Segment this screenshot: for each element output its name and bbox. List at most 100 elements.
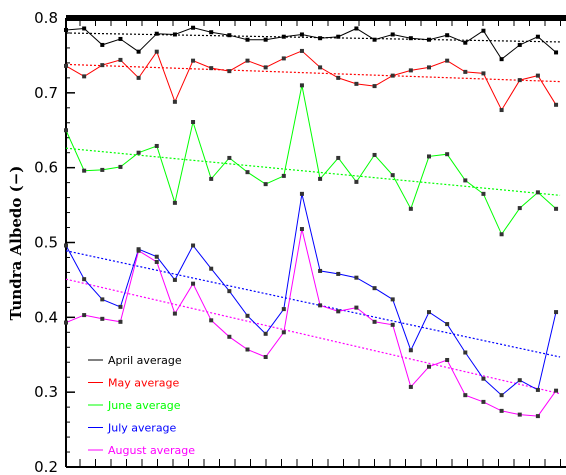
data-point <box>281 34 286 39</box>
data-point <box>172 311 177 316</box>
data-point <box>281 307 286 312</box>
data-point <box>517 412 522 417</box>
data-point <box>554 206 559 211</box>
data-point <box>281 330 286 335</box>
data-point <box>336 34 341 39</box>
data-point <box>245 313 250 318</box>
data-point <box>390 73 395 78</box>
y-tick-label: 0.4 <box>34 308 58 326</box>
data-point <box>118 36 123 41</box>
data-point <box>445 58 450 63</box>
data-point <box>245 37 250 42</box>
data-point <box>191 281 196 286</box>
data-point <box>263 65 268 70</box>
data-point <box>64 243 68 248</box>
data-point <box>535 190 540 195</box>
legend: April average May average June average July… <box>88 354 195 457</box>
data-point <box>82 313 87 318</box>
data-point <box>100 297 105 302</box>
data-point <box>209 176 214 181</box>
data-point <box>299 32 304 37</box>
data-point <box>281 173 286 178</box>
trend-line <box>65 147 561 196</box>
data-point <box>517 42 522 47</box>
data-point <box>445 152 450 157</box>
series-line <box>65 228 557 417</box>
data-point <box>336 271 341 276</box>
data-point <box>481 399 486 404</box>
data-point <box>427 37 431 42</box>
data-point <box>227 69 232 74</box>
data-point <box>445 33 450 38</box>
data-point <box>299 83 304 88</box>
legend-entry: April average <box>108 354 182 367</box>
data-point <box>245 170 250 175</box>
data-point <box>281 56 286 61</box>
data-point <box>100 63 105 68</box>
series-line <box>65 85 557 236</box>
data-point <box>354 26 359 31</box>
data-point <box>463 69 468 74</box>
data-point <box>82 74 87 79</box>
data-point <box>118 304 123 309</box>
data-point <box>318 303 323 308</box>
data-point <box>245 347 250 352</box>
data-point <box>499 57 504 62</box>
data-point <box>318 268 323 273</box>
data-point <box>100 167 105 172</box>
data-point <box>227 334 232 339</box>
series-line <box>65 27 557 60</box>
data-point <box>263 182 268 187</box>
data-point <box>354 305 359 310</box>
y-axis-label: Tundra Albedo (−) <box>7 166 25 321</box>
data-point <box>336 309 341 314</box>
data-point <box>463 178 468 183</box>
y-tick-label: 0.3 <box>34 383 58 401</box>
data-point <box>136 75 141 80</box>
data-point <box>554 310 559 315</box>
y-tick-label: 0.8 <box>34 9 58 27</box>
data-point <box>191 25 196 30</box>
data-point <box>299 227 304 232</box>
data-point <box>136 150 141 155</box>
data-point <box>535 414 540 419</box>
data-point <box>372 286 377 291</box>
data-point <box>136 248 141 253</box>
data-point <box>227 155 232 160</box>
data-point <box>263 354 268 359</box>
data-point <box>64 128 68 133</box>
data-point <box>64 27 68 32</box>
data-point <box>481 28 486 33</box>
data-point <box>535 387 540 392</box>
data-point <box>100 42 105 47</box>
data-point <box>390 297 395 302</box>
data-point <box>318 65 323 70</box>
series-lines <box>64 25 559 419</box>
data-point <box>154 49 159 54</box>
data-point <box>535 73 540 78</box>
data-point <box>136 49 141 54</box>
data-point <box>517 78 522 83</box>
data-point <box>209 318 214 323</box>
data-point <box>463 350 468 355</box>
data-point <box>354 81 359 86</box>
data-point <box>245 58 250 63</box>
data-point <box>408 348 413 353</box>
series-line <box>65 50 557 112</box>
trend-line <box>65 250 561 358</box>
data-point <box>82 168 87 173</box>
data-point <box>191 58 196 63</box>
data-point <box>372 152 377 157</box>
data-point <box>118 57 123 62</box>
y-tick-label: 0.6 <box>34 159 58 177</box>
legend-entry: May average <box>108 377 180 390</box>
data-point <box>463 393 468 398</box>
legend-entry: July average <box>107 422 177 435</box>
data-point <box>408 384 413 389</box>
data-point <box>499 232 504 237</box>
data-point <box>154 31 159 36</box>
data-point <box>299 191 304 196</box>
data-point <box>154 259 159 264</box>
data-point <box>445 322 450 327</box>
